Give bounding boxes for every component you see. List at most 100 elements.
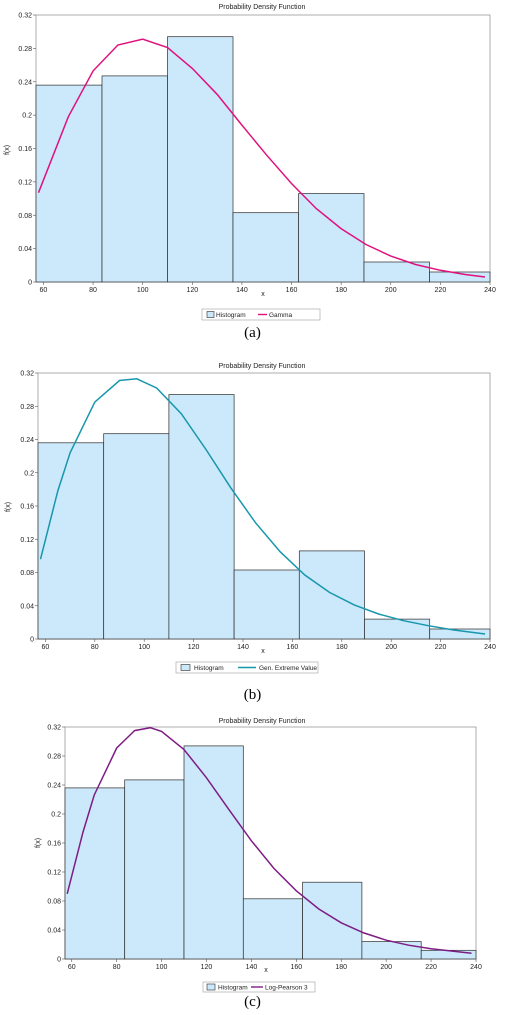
y-tick-label: 0.24 — [18, 79, 32, 86]
y-tick-label: 0.28 — [47, 754, 61, 761]
pdf-chart-a: Probability Density Function 0 0.04 0.08 0.… — [4, 4, 496, 321]
y-tick-label: 0 — [57, 957, 61, 964]
x-tick-label: 80 — [113, 964, 121, 971]
y-axis-label: f(x) — [35, 838, 42, 848]
x-tick-label: 80 — [89, 287, 97, 294]
x-tick-label: 160 — [287, 644, 299, 651]
legend-curve-label: Gen. Extreme Value — [259, 665, 317, 672]
histogram-bar — [35, 84, 103, 283]
legend: Histogram Gamma — [201, 308, 321, 321]
figure-caption: (a) — [244, 325, 261, 341]
x-tick-label: 60 — [42, 644, 50, 651]
x-tick-label: 60 — [68, 964, 76, 971]
x-tick-label: 200 — [385, 287, 397, 294]
x-tick-label: 180 — [336, 644, 348, 651]
histogram-bar — [101, 75, 168, 283]
density-curve — [37, 38, 486, 278]
histogram-bar — [361, 941, 422, 960]
histogram-bar — [183, 745, 244, 960]
y-tick-label: 0.08 — [18, 213, 32, 220]
histogram-bar — [429, 628, 491, 640]
y-tick-label: 0.04 — [20, 603, 34, 610]
legend-histogram-swatch — [206, 311, 215, 318]
y-tick-label: 0 — [28, 280, 32, 287]
y-tick-label: 0.28 — [18, 46, 32, 53]
y-tick-label: 0.12 — [18, 179, 32, 186]
legend-histogram-label: Histogram — [216, 312, 246, 319]
x-tick-label: 100 — [138, 644, 150, 651]
legend-curve-label: Log-Pearson 3 — [265, 985, 308, 992]
y-tick-label: 0.32 — [18, 13, 32, 20]
legend: Histogram Gen. Extreme Value — [175, 661, 319, 674]
figure-caption: (b) — [243, 687, 262, 703]
histogram-bar — [167, 36, 234, 283]
x-tick-label: 140 — [246, 964, 258, 971]
x-tick-label: 100 — [156, 964, 168, 971]
histogram-bar — [420, 949, 477, 960]
x-axis-label: x — [261, 648, 265, 655]
x-tick-label: 100 — [137, 287, 149, 294]
y-tick-label: 0.08 — [47, 899, 61, 906]
y-tick-label: 0.08 — [20, 570, 34, 577]
histogram-bar — [232, 212, 299, 283]
plot-layer: 0 0.04 0.08 0.12 0.16 0.2 0.24 0.28 0.32 60 80 100 1… — [20, 371, 496, 652]
x-tick-label: 60 — [40, 287, 48, 294]
histogram-bar — [298, 550, 365, 640]
legend-histogram-swatch — [206, 983, 216, 991]
histogram-bar — [168, 394, 235, 640]
legend-histogram-swatch — [180, 664, 191, 671]
y-axis-label: f(x) — [5, 502, 12, 512]
x-tick-label: 120 — [201, 964, 213, 971]
y-tick-label: 0.16 — [20, 504, 34, 511]
y-axis-label: f(x) — [4, 145, 11, 155]
y-tick-label: 0.16 — [47, 841, 61, 848]
y-tick-label: 0.24 — [47, 783, 61, 790]
figure-caption: (c) — [244, 994, 261, 1010]
y-tick-label: 0.16 — [18, 146, 32, 153]
x-tick-label: 240 — [470, 964, 482, 971]
x-tick-label: 200 — [385, 644, 397, 651]
x-tick-label: 220 — [435, 644, 447, 651]
y-tick-label: 0.04 — [47, 928, 61, 935]
histogram-bar — [429, 271, 491, 283]
chart-title: Probability Density Function — [219, 718, 306, 725]
histogram-bar — [124, 779, 185, 960]
x-tick-label: 160 — [286, 287, 298, 294]
legend-histogram-label: Histogram — [218, 985, 248, 992]
y-tick-label: 0.2 — [24, 470, 34, 477]
y-tick-label: 0.28 — [20, 404, 34, 411]
x-axis-label: x — [264, 967, 268, 974]
x-tick-label: 200 — [380, 964, 392, 971]
x-axis-label: x — [261, 291, 265, 298]
x-tick-label: 140 — [236, 287, 248, 294]
y-tick-label: 0.2 — [22, 113, 32, 120]
y-tick-label: 0.32 — [47, 725, 61, 732]
legend-histogram-label: Histogram — [194, 665, 224, 672]
chart-panel-a: Probability Density Function 0 0.04 0.08 0.… — [0, 0, 505, 341]
histogram-bar — [302, 881, 363, 960]
plot-layer: 0 0.04 0.08 0.12 0.16 0.2 0.24 0.28 0.32 60 80 100 1… — [47, 725, 482, 972]
histogram-bar — [103, 433, 170, 640]
histogram-bar — [233, 569, 300, 640]
x-tick-label: 220 — [425, 964, 437, 971]
x-tick-label: 240 — [484, 287, 496, 294]
pdf-chart-c: Probability Density Function 0 0.04 0.08 0.… — [35, 718, 482, 993]
y-tick-label: 0.2 — [51, 812, 61, 819]
density-curve — [66, 726, 472, 954]
x-tick-label: 240 — [484, 644, 496, 651]
x-tick-label: 160 — [290, 964, 302, 971]
x-tick-label: 80 — [91, 644, 99, 651]
x-tick-label: 180 — [335, 287, 347, 294]
y-tick-label: 0.32 — [20, 371, 34, 378]
histogram-bar — [64, 787, 126, 960]
histogram-bar — [37, 442, 105, 640]
y-tick-label: 0 — [30, 637, 34, 644]
histogram-bar — [364, 618, 431, 640]
y-tick-label: 0.12 — [47, 870, 61, 877]
plot-layer: 0 0.04 0.08 0.12 0.16 0.2 0.24 0.28 0.32 60 80 100 1… — [18, 13, 496, 295]
chart-panel-b: Probability Density Function 0 0.04 0.08 0.… — [0, 357, 505, 703]
x-tick-label: 120 — [188, 644, 200, 651]
x-tick-label: 220 — [435, 287, 447, 294]
x-tick-label: 120 — [186, 287, 198, 294]
y-tick-label: 0.24 — [20, 437, 34, 444]
